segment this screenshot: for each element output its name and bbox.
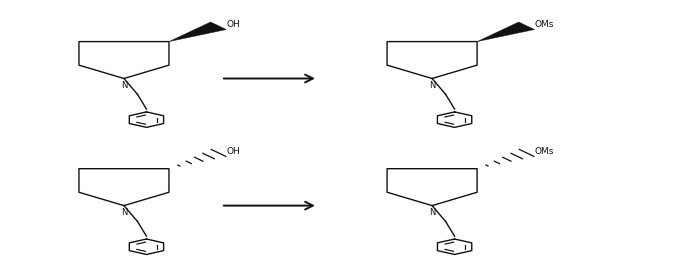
Text: N: N: [121, 208, 127, 217]
Text: OMs: OMs: [535, 20, 554, 29]
Text: OH: OH: [227, 147, 241, 156]
Text: OMs: OMs: [535, 147, 554, 156]
Text: N: N: [121, 81, 127, 90]
Polygon shape: [169, 22, 226, 42]
Text: N: N: [429, 208, 436, 217]
Text: N: N: [429, 81, 436, 90]
Polygon shape: [477, 22, 535, 42]
Text: OH: OH: [227, 20, 241, 29]
